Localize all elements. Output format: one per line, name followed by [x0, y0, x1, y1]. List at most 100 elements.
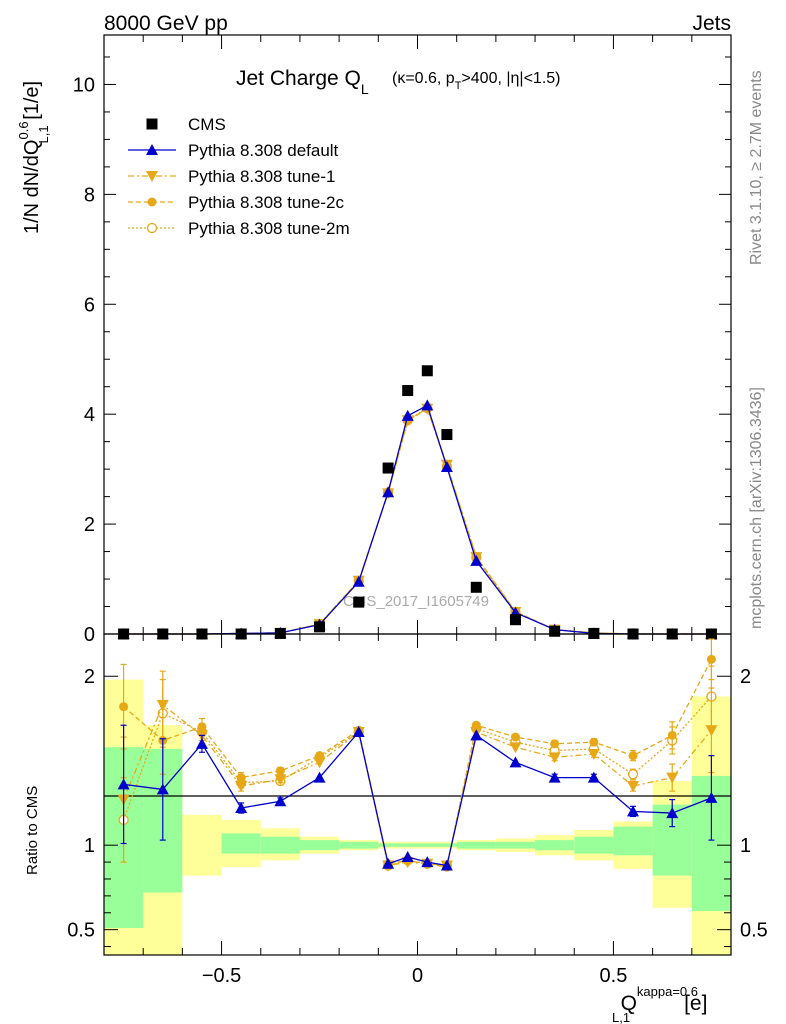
watermark: CMS_2017_I1605749 — [343, 593, 489, 610]
ratio-y-tick-label: 0.5 — [740, 920, 768, 942]
ratio-panel: 0.5 0.5 1 1 2 2 −0.5 0 0.5 Ratio to CMS Qkappa=… — [24, 633, 768, 1024]
point-default — [470, 554, 483, 566]
x-tick-label: 0.5 — [600, 965, 628, 987]
stat-uncertainty-band — [613, 826, 653, 856]
legend-label: Pythia 8.308 tune-2m — [188, 219, 350, 238]
ratio-frame — [103, 633, 732, 956]
ratio-point-default — [440, 859, 453, 871]
ratio-point-default — [548, 771, 561, 783]
ratio-point-tune1 — [156, 699, 169, 711]
main-y-tick-label: 2 — [84, 514, 95, 536]
plot-title-conditions: (κ=0.6, pT>400, |η|<1.5) — [392, 70, 561, 92]
legend-entry-default: Pythia 8.308 default — [128, 141, 339, 160]
xlabel-main: Q — [621, 992, 637, 1015]
ratio-point-tune2c — [667, 730, 677, 740]
stat-uncertainty-band — [535, 840, 575, 851]
ratio-point-tune2c — [510, 732, 520, 742]
stat-uncertainty-band — [456, 841, 496, 849]
ratio-point-default — [401, 851, 414, 863]
stat-uncertainty-band — [378, 843, 398, 847]
xlabel-sup: kappa=0.6 — [637, 984, 698, 999]
stat-uncertainty-band — [437, 843, 457, 847]
ratio-y-tick-label: 1 — [84, 835, 95, 857]
ylabel-sup: 0.6 — [16, 121, 31, 139]
ratio-data-marks — [117, 638, 718, 872]
point-cms — [382, 462, 394, 474]
stat-uncertainty-band — [260, 836, 300, 854]
energy-label: 8000 GeV pp — [104, 12, 228, 35]
ratio-point-default — [382, 857, 395, 869]
ratio-point-tune1 — [587, 748, 600, 760]
main-y-tick-label: 4 — [84, 404, 95, 426]
main-y-tick-label: 0 — [84, 624, 95, 646]
legend-label: Pythia 8.308 tune-1 — [188, 167, 335, 186]
ratio-point-default — [156, 783, 169, 795]
legend-marker — [147, 197, 157, 207]
point-default — [421, 399, 434, 411]
ratio-point-tune1 — [235, 781, 248, 793]
ratio-point-tune2c — [589, 737, 599, 747]
title-cond: (κ=0.6, p — [392, 70, 455, 87]
ratio-point-tune2m — [627, 769, 639, 780]
point-cms — [509, 614, 521, 626]
point-default — [440, 460, 453, 472]
legend-entry-tune2m: Pythia 8.308 tune-2m — [128, 219, 350, 238]
legend-entry-tune2c: Pythia 8.308 tune-2c — [128, 193, 344, 212]
legend-marker — [146, 118, 158, 130]
point-cms — [421, 365, 433, 377]
point-default — [352, 575, 365, 587]
ratio-point-tune1 — [666, 772, 679, 784]
ratio-point-default — [705, 791, 718, 803]
point-default — [382, 486, 395, 498]
ratio-point-default — [509, 756, 522, 768]
stat-uncertainty-band — [299, 840, 340, 851]
x-tick-labels: −0.5 0 0.5 — [202, 965, 628, 987]
ratio-point-default — [587, 771, 600, 783]
ratio-point-tune1 — [274, 774, 287, 786]
ratio-point-tune1 — [313, 757, 326, 769]
ratio-line-default — [123, 730, 712, 867]
ratio-line-tune2m — [122, 696, 712, 867]
ratio-tick-marks — [103, 634, 732, 955]
ratio-point-tune1 — [548, 752, 561, 764]
ratio-y-tick-label: 0.5 — [67, 920, 95, 942]
ratio-point-default — [421, 856, 434, 868]
title-cond-end: >400, |η|<1.5) — [461, 70, 560, 87]
ratio-uncertainty-bands — [104, 679, 731, 955]
legend-label: CMS — [188, 115, 226, 134]
process-label: Jets — [692, 12, 731, 35]
main-tick-marks — [103, 35, 732, 635]
ratio-point-default — [195, 737, 208, 749]
main-y-tick-label: 8 — [84, 184, 95, 206]
ratio-point-tune2c — [236, 773, 246, 783]
title-sub: L — [361, 81, 369, 97]
legend-entry-cms: CMS — [146, 115, 226, 134]
ratio-line-tune2c — [123, 659, 712, 868]
ratio-point-tune2c — [119, 702, 129, 712]
legend-entry-tune1: Pythia 8.308 tune-1 — [128, 167, 335, 186]
ratio-point-tune1 — [627, 781, 640, 793]
legend-marker — [146, 222, 158, 234]
ratio-y-tick-label: 2 — [740, 666, 751, 688]
ratio-point-default — [117, 778, 130, 790]
ratio-point-default — [666, 807, 679, 819]
stat-uncertainty-band — [397, 843, 418, 847]
ratio-point-tune1 — [509, 742, 522, 754]
xlabel-sub: L,1 — [612, 1010, 630, 1024]
ratio-point-default — [352, 725, 365, 737]
ratio-point-tune2c — [550, 739, 560, 749]
point-default — [401, 409, 414, 421]
legend: CMS Pythia 8.308 default Pythia 8.308 tune… — [128, 115, 350, 238]
ratio-point-default — [235, 802, 248, 814]
ylabel-main: 1/N dN/dQ — [21, 140, 43, 234]
legend-marker — [146, 171, 158, 182]
ratio-y-tick-labels: 0.5 0.5 1 1 2 2 — [67, 666, 768, 941]
x-tick-label: −0.5 — [202, 965, 241, 987]
x-axis-label: Qkappa=0.6 L,1 [e] — [612, 984, 707, 1024]
main-y-tick-label: 10 — [73, 74, 95, 96]
ratio-point-tune2c — [706, 654, 716, 664]
legend-label: Pythia 8.308 tune-2c — [188, 193, 344, 212]
ratio-series-default — [117, 724, 718, 871]
ratio-y-tick-label: 1 — [740, 835, 751, 857]
